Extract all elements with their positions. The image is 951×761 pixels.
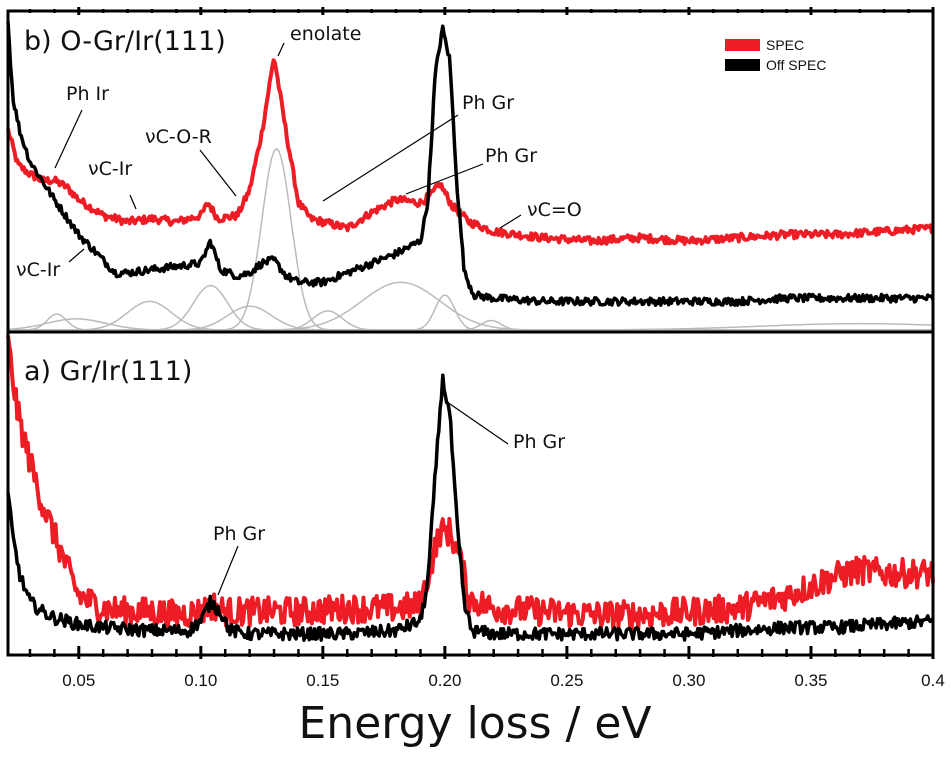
top-series-spec (6, 58, 934, 246)
annotation-vc-ir-black: νC-Ir (16, 259, 60, 281)
x-axis-tick-labels: 0.05 0.10 0.15 0.20 0.25 0.30 0.35 0.4 (62, 671, 945, 690)
fit-component-0 (8, 313, 933, 331)
x-axis-ticks (28, 7, 935, 659)
leader-ph-gr-1 (322, 114, 459, 202)
annotation-vc-o-r: νC-O-R (145, 126, 212, 148)
annotation-vc-o: νC=O (527, 199, 582, 221)
leader-vc-o-r (199, 149, 237, 197)
x-tick-label: 0.35 (794, 671, 827, 690)
leader-vc-ir-black (68, 248, 85, 263)
fit-component-4 (8, 305, 933, 331)
top-panel-title: b) O-Gr/Ir(111) (24, 26, 226, 57)
bottom-panel-series (6, 335, 935, 642)
x-axis-label: Energy loss / eV (299, 698, 652, 749)
leader-ph-gr-bottom-big (449, 403, 509, 445)
top-annotations: enolate Ph Ir νC-Ir νC-O-R Ph Gr Ph Gr ν… (16, 23, 582, 281)
leader-enolate (277, 42, 285, 57)
annotation-enolate: enolate (290, 23, 361, 45)
fit-component-10 (8, 322, 934, 331)
leader-ph-gr-bottom-small (217, 545, 239, 596)
bottom-annotations: Ph Gr Ph Gr (213, 403, 565, 596)
annotation-ph-gr-bottom-small: Ph Gr (213, 523, 265, 545)
x-tick-label: 0.25 (550, 671, 583, 690)
legend-label-off-spec: Off SPEC (766, 57, 826, 73)
x-tick-label: 0.20 (428, 671, 461, 690)
x-tick-label: 0.15 (306, 671, 339, 690)
annotation-ph-ir: Ph Ir (66, 83, 109, 105)
annotation-vc-ir-red: νC-Ir (88, 158, 132, 180)
legend: SPEC Off SPEC (725, 37, 826, 73)
legend-swatch-spec (725, 39, 760, 51)
top-series-off-spec (6, 21, 935, 307)
x-tick-label: 0.05 (62, 671, 95, 690)
top-panel-series (6, 21, 935, 307)
fit-component-2 (8, 300, 933, 331)
x-tick-label: 0.10 (184, 671, 217, 690)
leader-ph-ir (54, 109, 83, 169)
leader-vc-ir-red (129, 194, 137, 210)
legend-swatch-off-spec (725, 59, 760, 71)
annotation-ph-gr-1: Ph Gr (462, 92, 514, 114)
leader-vc-o (499, 214, 522, 229)
bottom-panel-title: a) Gr/Ir(111) (24, 356, 192, 387)
annotation-ph-gr-bottom-big: Ph Gr (513, 431, 565, 453)
bottom-series-off-spec (6, 373, 934, 642)
fit-components (7, 147, 934, 331)
leader-ph-gr-2 (405, 163, 484, 195)
x-tick-label: 0.4 (921, 671, 945, 690)
bottom-series-spec (6, 335, 935, 631)
annotation-ph-gr-2: Ph Gr (485, 145, 537, 167)
x-tick-label: 0.30 (672, 671, 705, 690)
legend-label-spec: SPEC (766, 37, 804, 53)
